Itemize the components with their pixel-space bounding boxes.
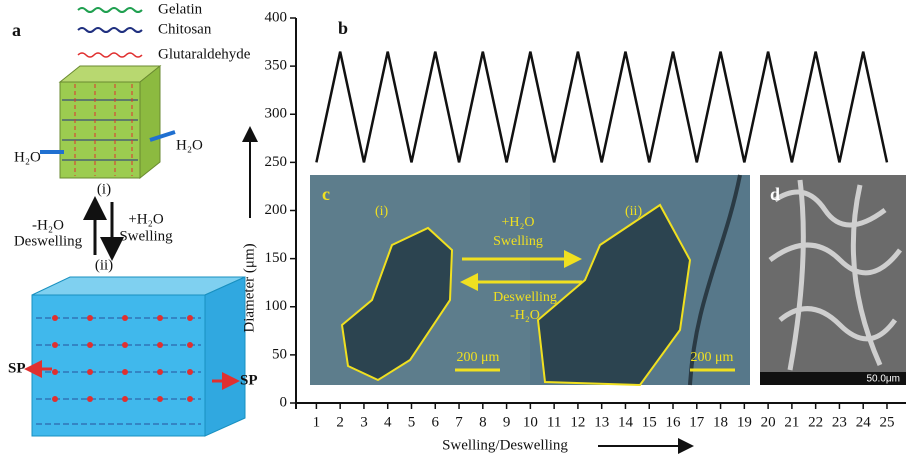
x-tick-label: 24: [856, 414, 872, 430]
y-tick-label: 50: [272, 346, 287, 362]
label: (i): [375, 204, 389, 219]
x-tick-label: 21: [784, 414, 799, 430]
label: (ii): [95, 257, 113, 273]
scale-text: 200 μm: [691, 350, 734, 365]
y-tick-label: 300: [265, 106, 288, 122]
legend-line: [77, 27, 143, 33]
y-tick-label: 250: [265, 154, 288, 170]
x-tick-label: 15: [642, 414, 657, 430]
scale-text: 200 μm: [457, 350, 500, 365]
data-line: [315, 51, 889, 163]
sem-footer: [760, 372, 906, 385]
label: +H₂O: [502, 215, 535, 230]
y-axis-label: Diameter (μm): [241, 243, 257, 332]
label: H₂O: [14, 149, 41, 165]
legend-text: Gelatin: [158, 1, 203, 17]
label: +H₂O: [128, 211, 164, 227]
panel-d: d 50.0μm: [760, 175, 906, 385]
y-tick-label: 150: [265, 250, 288, 266]
scale-text: 50.0μm: [866, 374, 900, 385]
label: (ii): [625, 204, 642, 219]
label: SP: [240, 372, 258, 388]
x-tick-label: 8: [479, 414, 487, 430]
label: Swelling: [493, 234, 543, 249]
panel-label: c: [322, 184, 330, 204]
panel-label: a: [12, 20, 21, 40]
label: (i): [97, 181, 111, 197]
particle: [536, 203, 692, 387]
y-tick-label: 100: [265, 298, 288, 314]
crosslinks: [52, 315, 193, 402]
legend-text: Glutaraldehyde: [158, 46, 251, 62]
y-tick-label: 350: [265, 58, 288, 74]
label: -H₂O: [32, 217, 64, 233]
x-tick-label: 9: [503, 414, 511, 430]
box-side: [139, 64, 161, 180]
label: Swelling: [119, 228, 173, 244]
x-tick-label: 16: [666, 414, 682, 430]
y-tick-label: 200: [265, 202, 288, 218]
legend-line: [77, 52, 143, 58]
x-tick-label: 19: [737, 414, 752, 430]
x-tick-label: 11: [547, 414, 561, 430]
box-front: [59, 81, 141, 179]
x-tick-label: 1: [313, 414, 321, 430]
legend-text: Chitosan: [158, 21, 212, 37]
label: SP: [8, 360, 26, 376]
box-side: [204, 276, 246, 437]
x-tick-label: 5: [408, 414, 416, 430]
x-tick-label: 18: [713, 414, 728, 430]
panel-a: a Gelatin Chitosan Glutaraldehyde H₂O H₂…: [8, 1, 258, 437]
sem-image: [760, 175, 906, 385]
x-tick-label: 2: [336, 414, 344, 430]
chitosan: [62, 99, 138, 161]
edge: [688, 174, 742, 386]
x-tick-label: 4: [384, 414, 392, 430]
x-tick-label: 13: [594, 414, 609, 430]
particle: [340, 226, 454, 382]
chart-b: b Diameter (μm) Swelling/Deswelling 0 50 1…: [241, 9, 906, 454]
x-tick-label: 7: [455, 414, 463, 430]
x-tick-label: 14: [618, 414, 634, 430]
x-axis-label: Swelling/Deswelling: [442, 437, 568, 453]
y-tick-label: 0: [280, 394, 288, 410]
x-tick-label: 6: [432, 414, 440, 430]
x-tick-label: 25: [879, 414, 894, 430]
chitosan: [36, 317, 201, 425]
x-tick-label: 3: [360, 414, 368, 430]
x-tick-label: 12: [570, 414, 585, 430]
panel-c: c (i) (ii) +H₂O Swelling Deswelling -H₂O…: [310, 174, 750, 387]
legend-line: [77, 7, 143, 13]
x-tick-label: 20: [761, 414, 776, 430]
x-tick-label: 22: [808, 414, 823, 430]
label: Deswelling: [493, 290, 557, 305]
panel-label: d: [770, 184, 780, 204]
crosslinks: [74, 84, 133, 176]
sem-pores: [768, 179, 902, 371]
label: H₂O: [176, 137, 203, 153]
x-tick-label: 23: [832, 414, 847, 430]
chart-title: b: [338, 18, 348, 38]
box-front: [31, 294, 206, 437]
x-tick-label: 17: [689, 414, 705, 430]
label: Deswelling: [14, 233, 83, 249]
label: -H₂O: [510, 308, 540, 323]
arrow: [149, 130, 176, 142]
y-tick-label: 400: [265, 9, 288, 25]
x-tick-label: 10: [523, 414, 538, 430]
